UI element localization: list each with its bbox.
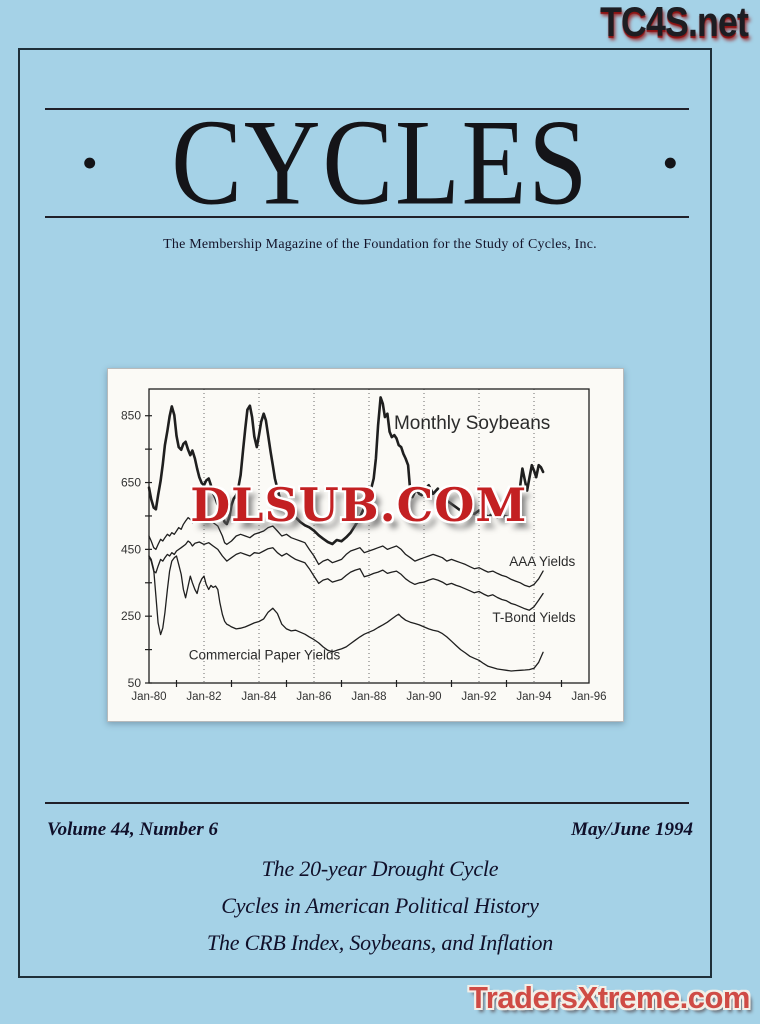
series-line-monthly-soybeans xyxy=(147,396,545,546)
x-tick-label: Jan-84 xyxy=(241,691,277,703)
article-title-crb: The CRB Index, Soybeans, and Inflation xyxy=(206,930,554,955)
masthead-rule-bottom xyxy=(45,216,689,218)
y-tick-label: 250 xyxy=(121,609,141,623)
article-title-political: Cycles in American Political History xyxy=(221,893,539,918)
y-tick-label: 450 xyxy=(121,542,141,556)
article-title-drought: The 20-year Drought Cycle xyxy=(261,856,499,881)
series-label-t-bond-yields: T-Bond Yields xyxy=(492,610,576,625)
watermark-tc4s: TC4S.net xyxy=(600,0,749,45)
cover-chart-card: 850 650 450 250 50 Jan-80 Jan-82 Jan-84 Jan-86 Ja… xyxy=(107,368,624,722)
magazine-title: CYCLES xyxy=(171,94,589,231)
masthead-subtitle: The Membership Magazine of the Foundatio… xyxy=(163,237,597,252)
masthead-bullet-left: • xyxy=(81,137,98,188)
x-tick-label: Jan-94 xyxy=(516,691,552,703)
chart-title: Monthly Soybeans xyxy=(394,413,550,434)
x-tick-label: Jan-88 xyxy=(351,691,386,703)
watermark-tradersxtreme: TradersXtreme.com xyxy=(469,980,750,1015)
issue-row: Volume 44, Number 6 May/June 1994 xyxy=(47,819,693,841)
x-tick-label: Jan-96 xyxy=(571,691,606,703)
cover-border-frame xyxy=(18,48,712,978)
y-tick-label: 850 xyxy=(121,409,141,423)
x-tick-label: Jan-82 xyxy=(186,691,221,703)
x-tick-label: Jan-86 xyxy=(296,691,331,703)
volume-number: Volume 44, Number 6 xyxy=(47,819,219,840)
x-tick-label: Jan-92 xyxy=(461,691,496,703)
masthead: • CYCLES • xyxy=(0,101,760,224)
series-line-aaa-yields xyxy=(148,516,544,588)
series-line-commercial-paper-yields xyxy=(148,555,544,672)
issue-date: May/June 1994 xyxy=(571,819,693,840)
series-label-commercial-paper-yields: Commercial Paper Yields xyxy=(189,648,341,663)
x-tick-label: Jan-90 xyxy=(406,691,441,703)
series-label-aaa-yields: AAA Yields xyxy=(509,554,575,569)
y-tick-label: 650 xyxy=(121,476,141,490)
masthead-bullet-right: • xyxy=(662,137,679,188)
y-tick-label: 50 xyxy=(128,676,142,690)
series-line-t-bond-yields xyxy=(148,540,544,611)
masthead-rule-top xyxy=(45,108,689,110)
issue-rule xyxy=(45,802,689,804)
x-tick-label: Jan-80 xyxy=(131,691,166,703)
article-list: The 20-year Drought Cycle Cycles in Amer… xyxy=(0,850,760,961)
